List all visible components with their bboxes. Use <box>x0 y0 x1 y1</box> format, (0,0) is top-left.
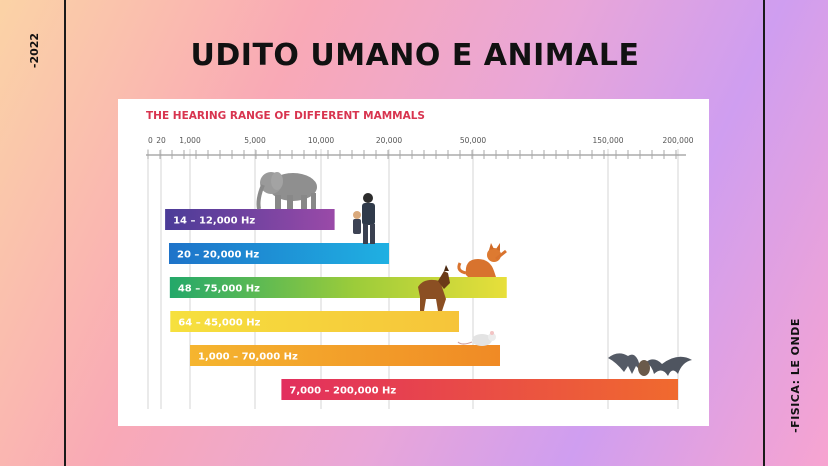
left-border-line <box>64 0 66 466</box>
x-tick-label: 5,000 <box>244 136 266 145</box>
year-label: -2022 <box>28 32 42 68</box>
hearing-range-chart: THE HEARING RANGE OF DIFFERENT MAMMALS 0… <box>146 110 694 409</box>
x-tick-label: 1,000 <box>179 136 201 145</box>
x-tick-labels: 0 20 1,000 5,000 10,000 20,000 50,000 150,000 20… <box>148 136 694 145</box>
mouse-icon <box>457 331 496 346</box>
elephant-icon <box>256 172 317 210</box>
dog-icon <box>418 265 450 311</box>
x-tick-label: 150,000 <box>592 136 623 145</box>
chart-card: THE HEARING RANGE OF DIFFERENT MAMMALS 0… <box>118 99 709 426</box>
human-icon <box>353 193 375 244</box>
range-bar <box>169 243 389 264</box>
x-tick-label: 200,000 <box>662 136 693 145</box>
range-bar-label: 7,000 – 200,000 Hz <box>289 386 396 397</box>
x-tick-label: 50,000 <box>460 136 486 145</box>
range-bar-label: 20 – 20,000 Hz <box>177 250 259 261</box>
slide-title: UDITO UMANO E ANIMALE <box>190 38 640 73</box>
cat-icon <box>457 243 507 277</box>
side-label: -FISICA: LE ONDE <box>788 317 802 433</box>
range-bar-label: 48 – 75,000 Hz <box>178 284 260 295</box>
range-bar <box>190 345 500 366</box>
range-bar <box>281 379 678 400</box>
range-bar-label: 64 – 45,000 Hz <box>178 318 260 329</box>
chart-title: THE HEARING RANGE OF DIFFERENT MAMMALS <box>146 110 425 122</box>
range-bar <box>165 209 335 230</box>
x-tick-label: 0 <box>148 136 153 145</box>
right-border-line <box>763 0 765 466</box>
x-tick-label: 10,000 <box>308 136 334 145</box>
range-bar-label: 14 – 12,000 Hz <box>173 216 255 227</box>
x-axis-ruler <box>146 150 686 159</box>
x-tick-label: 20 <box>156 136 166 145</box>
x-tick-label: 20,000 <box>376 136 402 145</box>
range-bar-label: 1,000 – 70,000 Hz <box>198 352 298 363</box>
bat-icon <box>608 353 692 376</box>
range-bar <box>170 311 459 332</box>
